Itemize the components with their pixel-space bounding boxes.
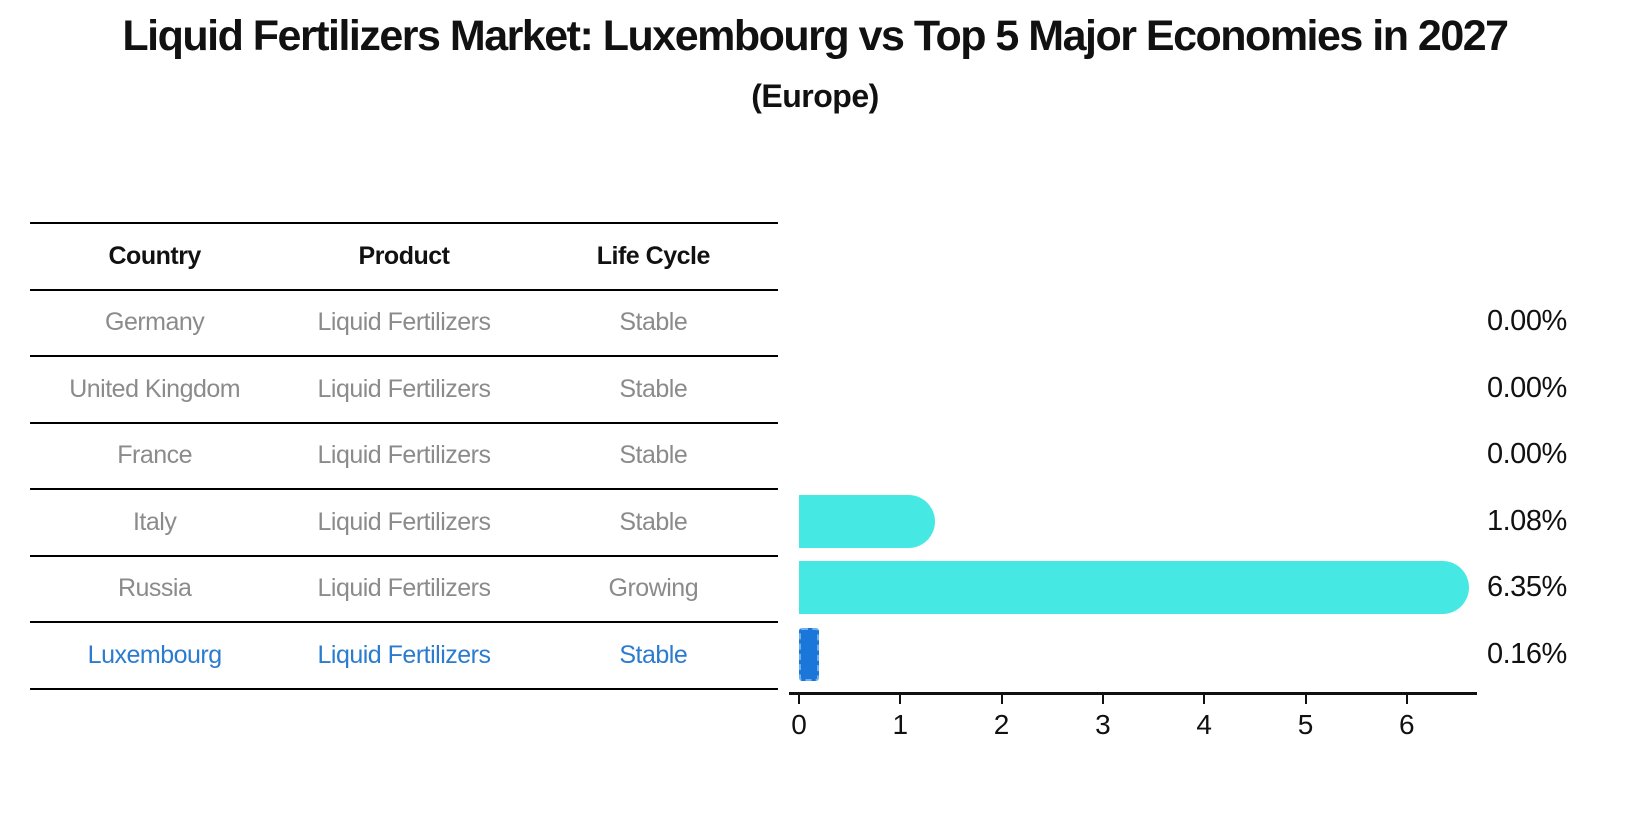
x-tick-label-3: 3 xyxy=(1095,709,1111,740)
chart-subtitle: (Europe) xyxy=(751,78,879,114)
table-row-russia: Russia Liquid Fertilizers Growing xyxy=(30,557,778,623)
table-cell-country: United Kingdom xyxy=(69,374,241,403)
value-label-russia: 6.35% xyxy=(1487,571,1567,604)
x-tick-label-6: 6 xyxy=(1399,709,1415,740)
x-tick-label-4: 4 xyxy=(1196,709,1212,740)
value-label-italy: 1.08% xyxy=(1487,504,1567,537)
chart-title: Liquid Fertilizers Market: Luxembourg vs… xyxy=(122,12,1509,60)
x-tick-label-1: 1 xyxy=(892,709,909,740)
table-cell-product: Liquid Fertilizers xyxy=(317,574,491,603)
table-cell-country: France xyxy=(117,441,193,470)
table-cell-country: Luxembourg xyxy=(87,640,222,669)
table-cell-life-cycle: Stable xyxy=(619,374,688,403)
x-tick-2 xyxy=(1000,693,1003,704)
comparison-table: Country Product Life Cycle Germany Liquid… xyxy=(30,222,778,690)
table-cell-life-cycle: Growing xyxy=(608,574,699,603)
table-row-france: France Liquid Fertilizers Stable xyxy=(30,424,778,490)
value-label-germany: 0.00% xyxy=(1487,305,1567,338)
x-tick-label-2: 2 xyxy=(993,709,1010,740)
bar-luxembourg xyxy=(799,627,820,681)
value-label-france: 0.00% xyxy=(1487,438,1567,471)
table-row-united-kingdom: United Kingdom Liquid Fertilizers Stable xyxy=(30,357,778,424)
table-header-product: Product xyxy=(358,241,450,270)
table-header-life-cycle: Life Cycle xyxy=(596,241,711,270)
x-tick-label-5: 5 xyxy=(1297,709,1314,740)
x-tick-label-0: 0 xyxy=(791,709,807,740)
x-tick-0 xyxy=(798,693,800,704)
table-row-luxembourg: Luxembourg Liquid Fertilizers Stable xyxy=(30,623,778,690)
table-cell-life-cycle: Stable xyxy=(619,507,688,536)
table-cell-country: Russia xyxy=(117,574,192,603)
table-cell-product: Liquid Fertilizers xyxy=(317,441,491,470)
x-tick-4 xyxy=(1203,693,1206,704)
bar-italy xyxy=(799,494,936,548)
value-label-luxembourg: 0.16% xyxy=(1487,637,1567,670)
bar-russia xyxy=(799,561,1470,615)
table-cell-life-cycle: Stable xyxy=(619,441,688,470)
table-cell-life-cycle: Stable xyxy=(619,640,688,669)
x-axis xyxy=(789,691,1477,695)
table-cell-life-cycle: Stable xyxy=(619,308,688,337)
x-tick-5 xyxy=(1304,693,1307,704)
x-tick-6 xyxy=(1405,693,1408,704)
table-cell-product: Liquid Fertilizers xyxy=(317,308,491,337)
table-cell-product: Liquid Fertilizers xyxy=(317,374,491,403)
table-cell-product: Liquid Fertilizers xyxy=(317,640,491,669)
table-header-country: Country xyxy=(108,241,202,270)
table-cell-product: Liquid Fertilizers xyxy=(317,507,491,536)
table-header-row: Country Product Life Cycle xyxy=(30,224,778,291)
table-row-italy: Italy Liquid Fertilizers Stable xyxy=(30,490,778,557)
table-row-germany: Germany Liquid Fertilizers Stable xyxy=(30,291,778,357)
value-label-united-kingdom: 0.00% xyxy=(1487,371,1567,404)
x-tick-1 xyxy=(899,693,902,704)
table-cell-country: Italy xyxy=(132,507,177,536)
table-cell-country: Germany xyxy=(105,308,205,337)
x-tick-3 xyxy=(1101,693,1104,704)
